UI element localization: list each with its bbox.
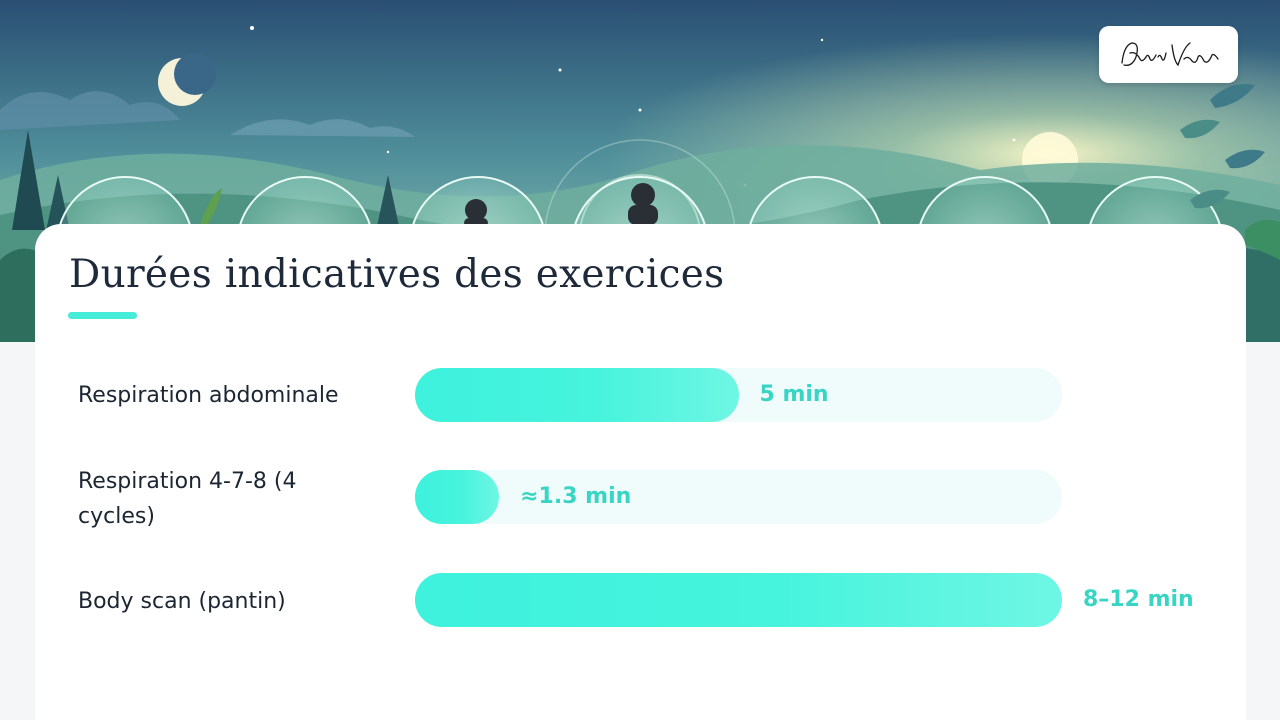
content-card: Durées indicatives des exercices Respira… <box>35 224 1246 720</box>
bar <box>415 470 500 524</box>
bar-label: Respiration abdominale <box>78 383 339 408</box>
signature-logo <box>1099 26 1238 83</box>
bar-value-label: 8–12 min <box>1083 587 1194 612</box>
title-underline <box>68 312 137 319</box>
bar <box>415 573 1062 627</box>
bar-label: Body scan (pantin) <box>78 589 286 614</box>
bar-value-label: ≈1.3 min <box>520 484 632 509</box>
bar <box>415 368 739 422</box>
bar-label: Respiration 4-7-8 (4 cycles) <box>78 469 297 529</box>
slide-title: Durées indicatives des exercices <box>69 252 725 297</box>
bar-value-label: 5 min <box>759 382 829 407</box>
bar-track <box>415 470 1062 524</box>
duration-bar-chart: Respiration abdominale 5 min Respiration 4… <box>35 224 1246 720</box>
